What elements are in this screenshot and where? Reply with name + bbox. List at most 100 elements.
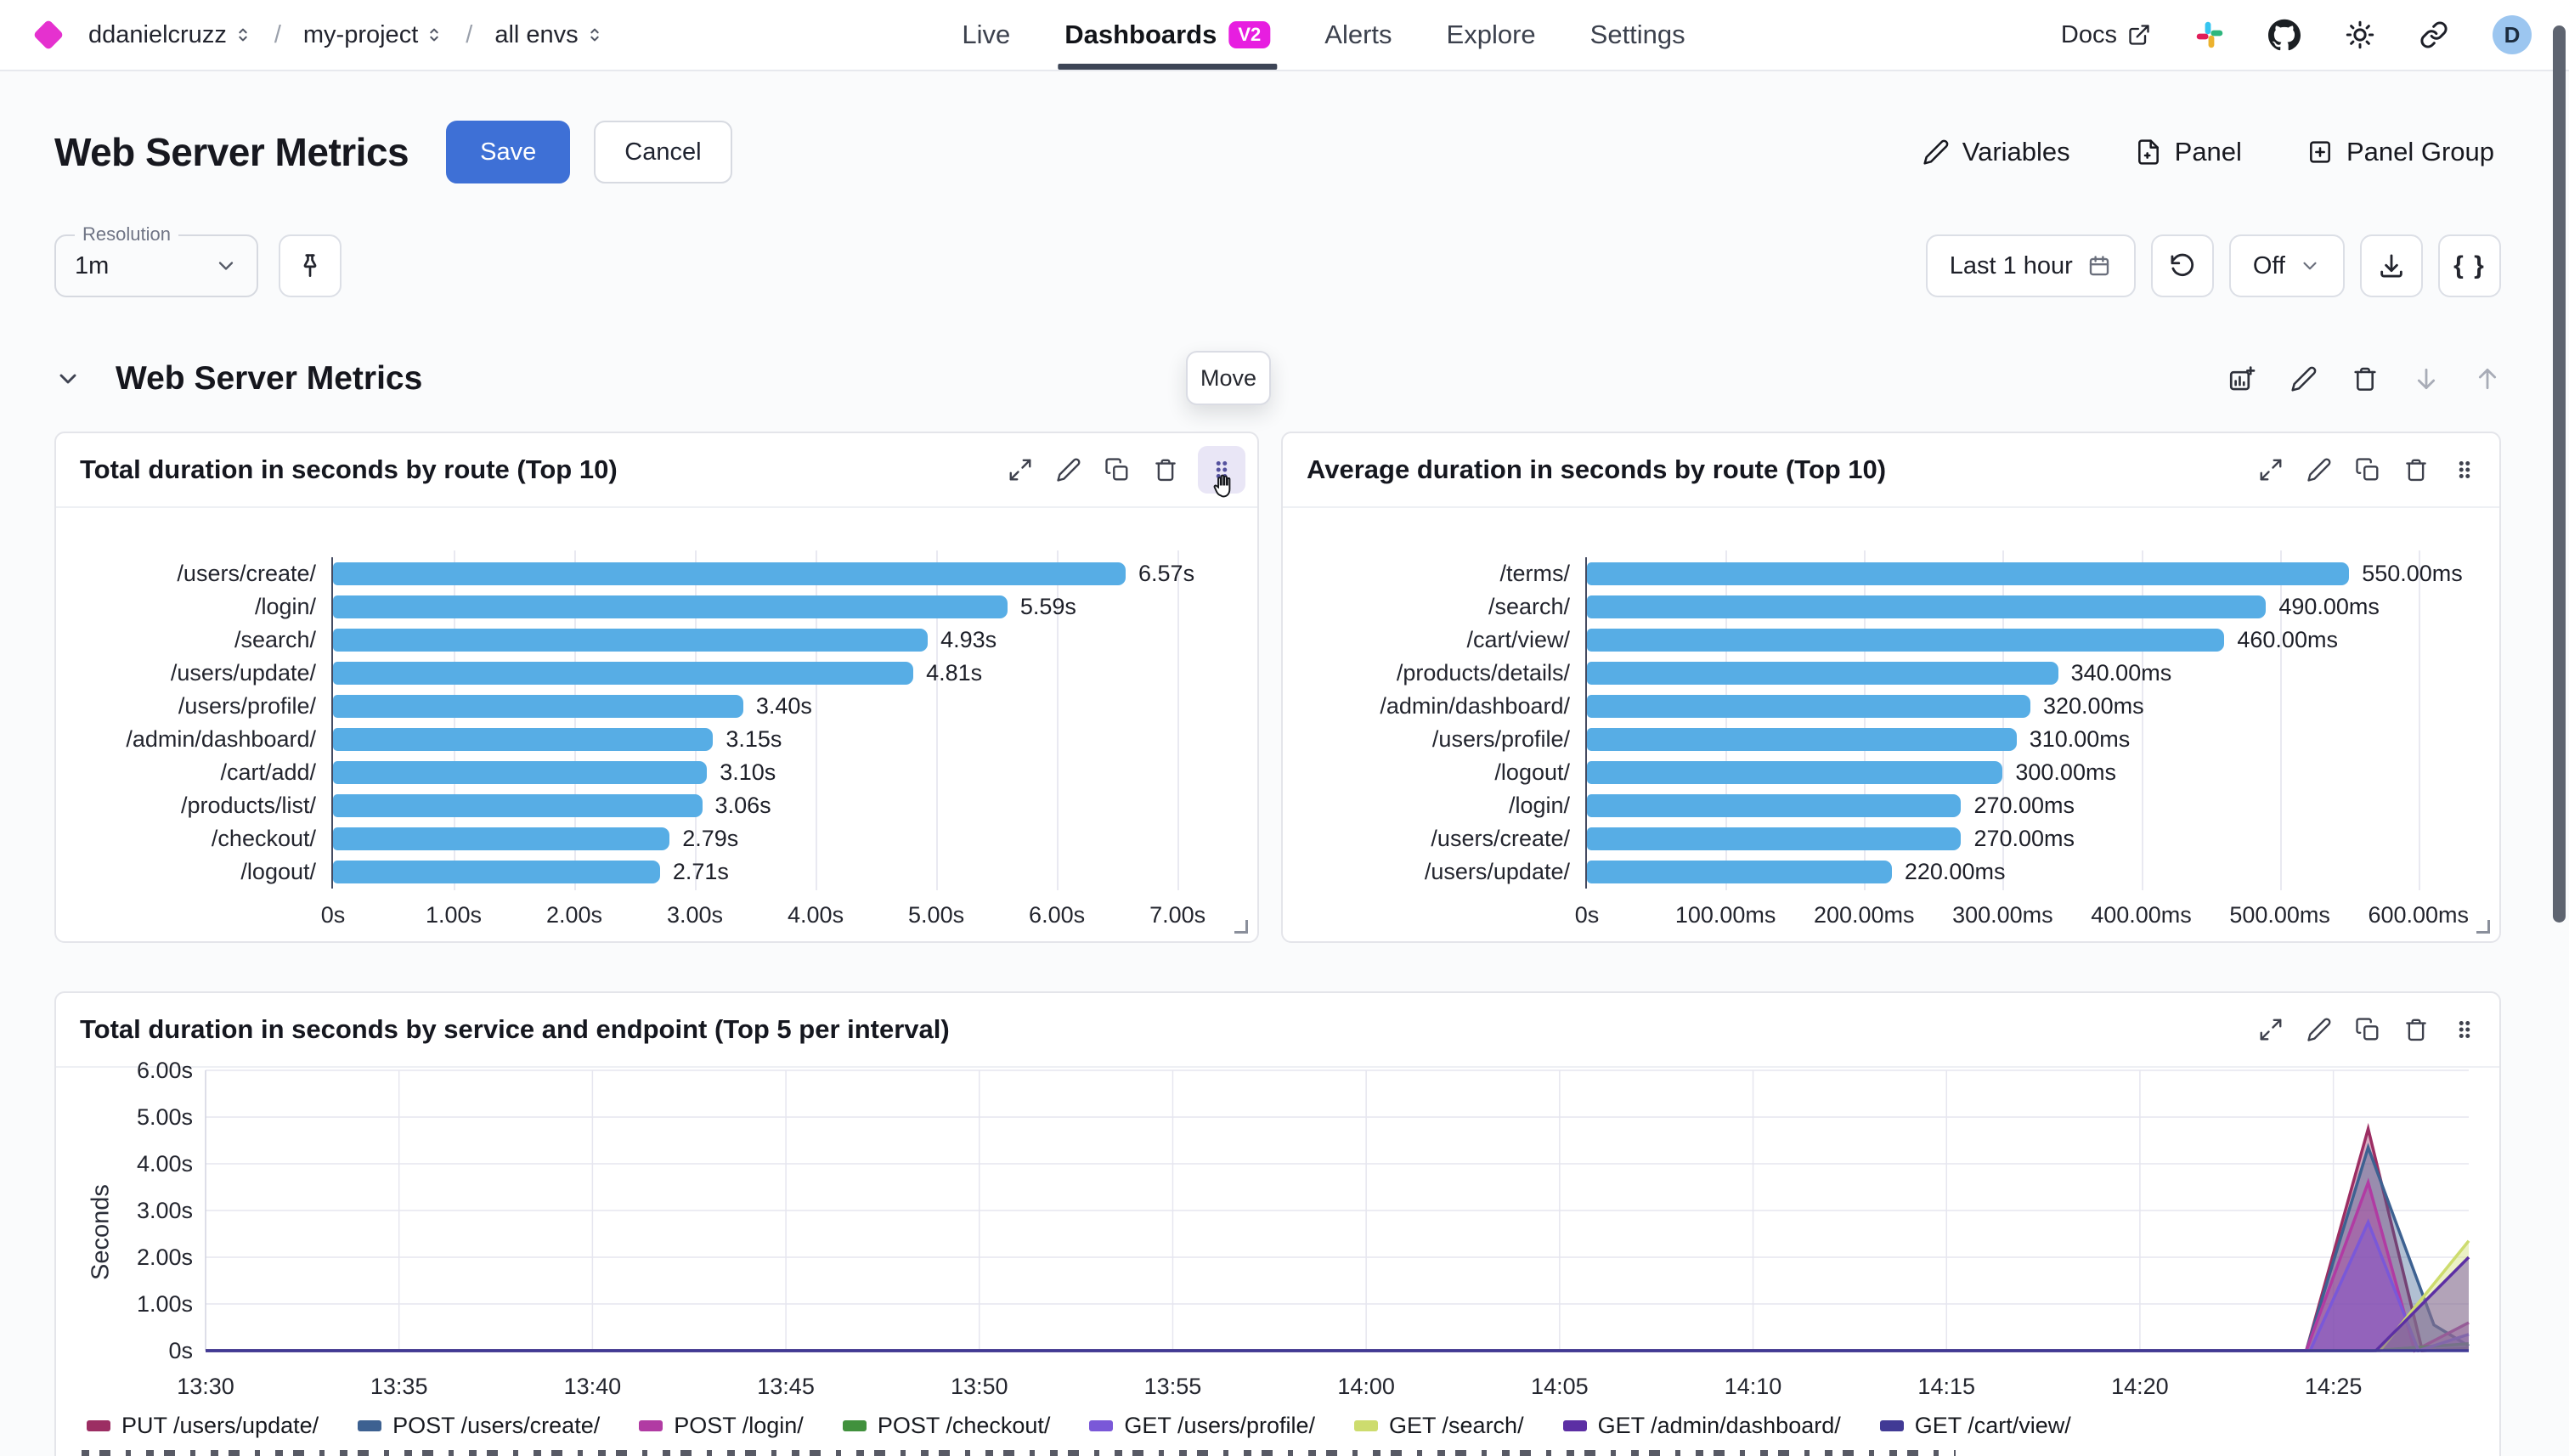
add-panel-button[interactable]: Panel [2135, 137, 2242, 167]
legend-item[interactable]: GET /search/ [1354, 1413, 1524, 1439]
drag-handle-button[interactable] [2452, 1017, 2477, 1042]
variables-button[interactable]: Variables [1923, 137, 2070, 167]
axis-tick-label: 100.00ms [1675, 902, 1776, 928]
expand-panel-button[interactable] [2258, 1017, 2284, 1042]
edit-panel-button[interactable] [2306, 457, 2332, 483]
bar[interactable] [333, 761, 707, 784]
logo-diamond-icon[interactable] [33, 20, 65, 51]
duplicate-panel-button[interactable] [2355, 1017, 2380, 1042]
bar[interactable] [1587, 662, 2058, 685]
add-panel-group-button[interactable]: Panel Group [2306, 137, 2494, 167]
resolution-select[interactable]: Resolution 1m [54, 234, 258, 297]
bar[interactable] [1587, 629, 2224, 652]
bar[interactable] [333, 629, 928, 652]
breadcrumb-project[interactable]: my-project [303, 21, 443, 49]
axis-tick-label: 3.00s [667, 902, 723, 928]
bar-category-label: /search/ [80, 624, 331, 657]
edit-section-button[interactable] [2290, 365, 2318, 392]
tab-alerts[interactable]: Alerts [1324, 0, 1392, 70]
edit-panel-button[interactable] [2306, 1017, 2332, 1042]
auto-refresh-select[interactable]: Off [2229, 234, 2345, 297]
bar-category-label: /cart/view/ [1307, 624, 1585, 657]
docs-link[interactable]: Docs [2061, 21, 2151, 49]
scrollbar-thumb[interactable] [2553, 25, 2566, 923]
bar[interactable] [333, 695, 743, 718]
bar[interactable] [1587, 794, 1961, 817]
x-tick-label: 14:00 [1337, 1374, 1395, 1400]
legend-item[interactable]: GET /admin/dashboard/ [1563, 1413, 1841, 1439]
legend-item[interactable]: POST /users/create/ [358, 1413, 600, 1439]
breadcrumb-environment[interactable]: all envs [494, 21, 603, 49]
github-icon[interactable] [2268, 19, 2301, 51]
bar[interactable] [1587, 562, 2349, 585]
timeseries-svg [206, 1070, 2469, 1351]
delete-section-button[interactable] [2352, 365, 2379, 392]
expand-panel-button[interactable] [2258, 457, 2284, 483]
bar-category-label: /admin/dashboard/ [1307, 690, 1585, 723]
drag-handle-button[interactable] [1198, 446, 1245, 494]
collapse-chevron-icon[interactable] [54, 365, 82, 392]
copy-icon [2355, 457, 2380, 483]
x-tick-label: 13:55 [1144, 1374, 1202, 1400]
move-section-up-button[interactable] [2474, 365, 2501, 392]
user-avatar[interactable]: D [2493, 15, 2532, 54]
pencil-icon [1056, 457, 1081, 483]
time-range-button[interactable]: Last 1 hour [1926, 234, 2136, 297]
bar[interactable] [1587, 761, 2002, 784]
panel-timeseries: Total duration in seconds by service and… [54, 991, 2501, 1456]
duplicate-panel-button[interactable] [1104, 457, 1130, 483]
bar[interactable] [1587, 695, 2030, 718]
legend-item[interactable]: POST /checkout/ [843, 1413, 1051, 1439]
bar[interactable] [1587, 827, 1961, 850]
delete-panel-button[interactable] [1153, 457, 1178, 483]
tab-explore[interactable]: Explore [1447, 0, 1536, 70]
breadcrumb-separator: / [460, 21, 477, 49]
panel-resize-handle[interactable] [1234, 920, 1248, 934]
bar[interactable] [1587, 728, 2017, 751]
move-section-down-button[interactable] [2413, 365, 2440, 392]
bar[interactable] [333, 595, 1008, 618]
bar[interactable] [333, 794, 703, 817]
bar[interactable] [333, 728, 713, 751]
expand-panel-button[interactable] [1008, 457, 1033, 483]
theme-sun-icon[interactable] [2345, 20, 2375, 50]
x-tick-label: 13:50 [951, 1374, 1008, 1400]
legend-item[interactable]: GET /users/profile/ [1089, 1413, 1315, 1439]
bar[interactable] [333, 562, 1126, 585]
pin-button[interactable] [279, 234, 342, 297]
refresh-button[interactable] [2151, 234, 2214, 297]
legend-item[interactable]: PUT /users/update/ [87, 1413, 319, 1439]
legend-item[interactable]: GET /cart/view/ [1880, 1413, 2071, 1439]
bar-chart: /users/create//login//search//users/upda… [56, 508, 1257, 889]
legend-item[interactable]: POST /login/ [639, 1413, 804, 1439]
bar[interactable] [1587, 861, 1892, 883]
cancel-button[interactable]: Cancel [594, 121, 731, 183]
add-chart-button[interactable] [2227, 364, 2256, 393]
duplicate-panel-button[interactable] [2355, 457, 2380, 483]
tab-dashboards[interactable]: Dashboards V2 [1064, 0, 1270, 70]
panel-resize-handle[interactable] [2476, 920, 2490, 934]
delete-panel-button[interactable] [2403, 1017, 2429, 1042]
tab-live[interactable]: Live [962, 0, 1010, 70]
download-button[interactable] [2360, 234, 2423, 297]
axis-tick-label: 7.00s [1149, 902, 1205, 928]
save-button[interactable]: Save [446, 121, 570, 183]
bar[interactable] [333, 861, 660, 883]
bar-category-label: /users/create/ [80, 557, 331, 590]
chevron-up-down-icon [425, 25, 443, 44]
bar-row: 300.00ms [1587, 756, 2474, 789]
bar-category-label: /users/profile/ [1307, 723, 1585, 756]
tab-settings[interactable]: Settings [1590, 0, 1685, 70]
json-braces-button[interactable]: { } [2438, 234, 2501, 297]
bar[interactable] [1587, 595, 2266, 618]
bar[interactable] [333, 662, 913, 685]
slack-icon[interactable] [2195, 20, 2224, 49]
bar[interactable] [333, 827, 669, 850]
expand-icon [2258, 1017, 2284, 1042]
edit-panel-button[interactable] [1056, 457, 1081, 483]
delete-panel-button[interactable] [2403, 457, 2429, 483]
breadcrumb-org[interactable]: ddanielcruzz [88, 21, 252, 49]
share-link-icon[interactable] [2419, 20, 2448, 49]
drag-handle-button[interactable] [2452, 457, 2477, 483]
panel-group-header: Web Server Metrics [54, 348, 2501, 409]
